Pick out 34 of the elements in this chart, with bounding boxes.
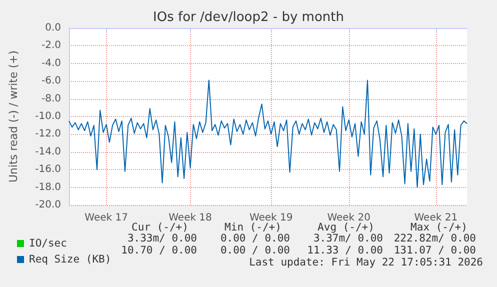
y-tick-label: -6.0 (41, 76, 61, 87)
y-tick-label: -20.0 (35, 200, 61, 210)
text: 10.70 / 0.00 (121, 244, 197, 256)
x-tick-label: Week 19 (249, 212, 293, 224)
text: 131.07 / 0.00 (394, 244, 476, 256)
text: Last update: Fri May 22 17:05:31 2026 (249, 256, 483, 268)
y-tick-label: -18.0 (35, 182, 61, 193)
y-tick-label: -4.0 (41, 58, 61, 69)
x-tick-label: Week 17 (84, 212, 128, 224)
y-tick-label: -14.0 (35, 146, 61, 158)
text: Min (-/+) (224, 222, 282, 234)
y-tick-label: 0.0 (45, 22, 61, 34)
x-tick-label: Week 21 (414, 212, 458, 224)
text: 3.37m/ 0.00 (313, 232, 383, 244)
y-tick-label: -2.0 (41, 40, 61, 52)
x-tick-label: Week 18 (168, 212, 212, 224)
y-tick-label: -12.0 (35, 128, 61, 140)
y-axis-title: Units read (-) / write (+) (7, 50, 20, 183)
y-tick-label: -10.0 (35, 111, 61, 122)
text: 3.33m/ 0.00 (127, 232, 197, 244)
x-tick-label: Week 20 (327, 212, 370, 224)
legend-label: IO/sec (29, 238, 67, 250)
y-tick-label: -8.0 (41, 93, 61, 104)
y-tick-label: -16.0 (35, 164, 61, 176)
legend-label: Req Size (KB) (29, 254, 112, 266)
text: 0.00 / 0.00 (220, 244, 290, 256)
text: Max (-/+) (410, 222, 468, 234)
text: 11.33 / 0.00 (307, 244, 383, 256)
chart-title: IOs for /dev/loop2 - by month (153, 10, 344, 25)
text: Cur (-/+) (132, 222, 188, 234)
text: 222.82m/ 0.00 (394, 232, 476, 244)
text: Avg (-/+) (318, 222, 374, 234)
line-series (68, 80, 468, 188)
text: 0.00 / 0.00 (220, 232, 290, 244)
